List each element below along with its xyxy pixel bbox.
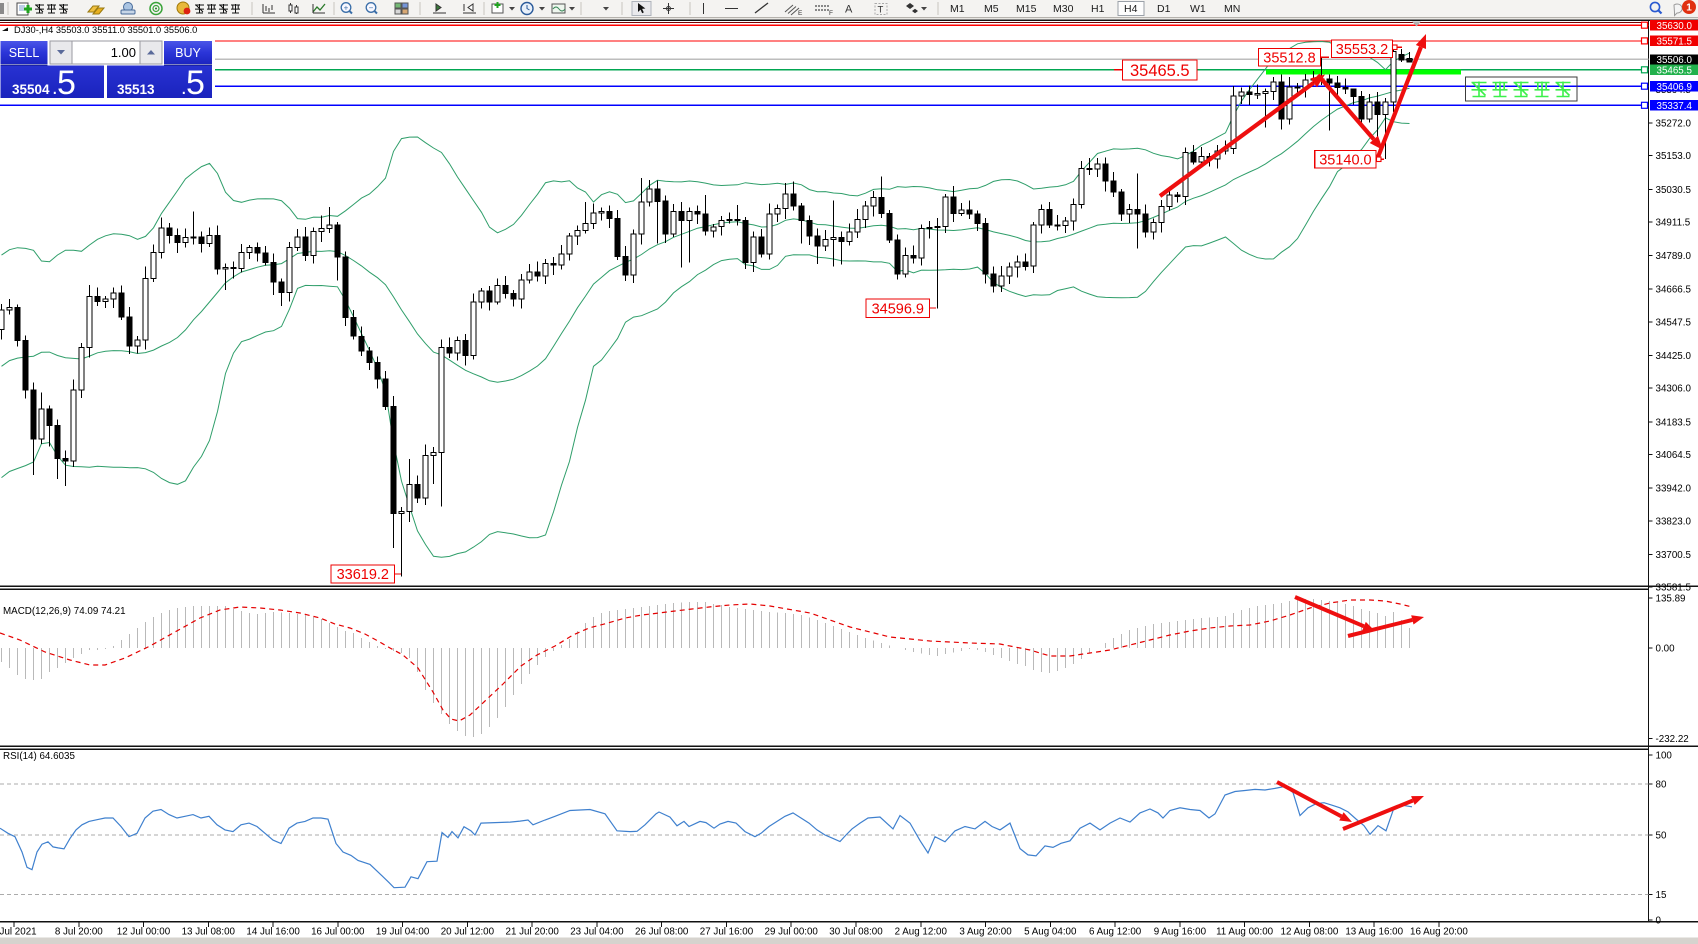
svg-text:33619.2: 33619.2: [337, 567, 389, 583]
svg-text:M30: M30: [1053, 3, 1074, 15]
svg-text:RSI(14) 64.6035: RSI(14) 64.6035: [3, 751, 75, 762]
svg-text:30 Jul 08:00: 30 Jul 08:00: [829, 927, 883, 938]
svg-text:16 Jul 00:00: 16 Jul 00:00: [311, 927, 365, 938]
svg-text:8 Jul 20:00: 8 Jul 20:00: [55, 927, 103, 938]
svg-text:100: 100: [1656, 751, 1673, 762]
svg-text:35406.9: 35406.9: [1657, 82, 1692, 93]
svg-text:MN: MN: [1224, 3, 1240, 15]
svg-text:23 Jul 04:00: 23 Jul 04:00: [570, 927, 624, 938]
svg-text:21 Jul 20:00: 21 Jul 20:00: [506, 927, 560, 938]
svg-text:+: +: [344, 3, 349, 12]
svg-text:11 Aug 00:00: 11 Aug 00:00: [1216, 927, 1274, 938]
svg-text:35030.5: 35030.5: [1656, 185, 1692, 196]
svg-text:M15: M15: [1016, 3, 1037, 15]
svg-text:34911.5: 34911.5: [1656, 218, 1691, 229]
svg-text:35512.8: 35512.8: [1263, 51, 1315, 67]
svg-text:33823.0: 33823.0: [1656, 516, 1692, 527]
svg-text:34425.0: 34425.0: [1656, 351, 1692, 362]
svg-text:W1: W1: [1190, 3, 1206, 15]
svg-text:35553.2: 35553.2: [1336, 42, 1388, 58]
svg-text:12 Jul 00:00: 12 Jul 00:00: [117, 927, 171, 938]
svg-text:13 Aug 16:00: 13 Aug 16:00: [1345, 927, 1403, 938]
svg-text:80: 80: [1656, 780, 1667, 791]
svg-text:H4: H4: [1124, 3, 1138, 15]
svg-text:35272.0: 35272.0: [1656, 119, 1692, 130]
svg-text:34183.5: 34183.5: [1656, 417, 1692, 428]
svg-text:M5: M5: [984, 3, 999, 15]
svg-text:35337.4: 35337.4: [1657, 101, 1693, 112]
svg-text:1: 1: [1686, 3, 1692, 14]
svg-text:19 Jul 04:00: 19 Jul 04:00: [376, 927, 430, 938]
svg-text:20 Jul 12:00: 20 Jul 12:00: [441, 927, 495, 938]
svg-text:35506.0: 35506.0: [1657, 55, 1693, 66]
svg-text:15: 15: [1656, 890, 1667, 901]
svg-text:BUY: BUY: [175, 46, 201, 60]
svg-text:50: 50: [1656, 831, 1667, 842]
svg-text:.: .: [181, 77, 187, 99]
svg-text:5: 5: [57, 64, 76, 102]
svg-text:T: T: [878, 5, 884, 16]
svg-text:135.89: 135.89: [1656, 594, 1686, 605]
svg-text:-232.22: -232.22: [1656, 734, 1689, 745]
svg-text:33581.5: 33581.5: [1656, 583, 1692, 594]
svg-text:F: F: [829, 10, 833, 17]
svg-text:1.00: 1.00: [111, 45, 136, 60]
svg-text:35465.5: 35465.5: [1657, 65, 1693, 76]
svg-text:35504: 35504: [12, 82, 50, 97]
svg-text:35630.0: 35630.0: [1657, 21, 1693, 32]
svg-text:13 Jul 08:00: 13 Jul 08:00: [182, 927, 236, 938]
svg-text:M1: M1: [950, 3, 965, 15]
svg-text:34666.5: 34666.5: [1656, 285, 1692, 296]
svg-text:33700.5: 33700.5: [1656, 550, 1692, 561]
svg-text:27 Jul 16:00: 27 Jul 16:00: [700, 927, 754, 938]
svg-text:0.00: 0.00: [1656, 644, 1676, 655]
svg-text:6 Aug 12:00: 6 Aug 12:00: [1089, 927, 1142, 938]
svg-text:D1: D1: [1157, 3, 1171, 15]
svg-text:DJ30-,H4 35503.0 35511.0 3550: DJ30-,H4 35503.0 35511.0 35501.0 35506.0: [14, 25, 197, 35]
svg-text:35153.0: 35153.0: [1656, 151, 1692, 162]
svg-text:5: 5: [186, 64, 205, 102]
svg-text:MACD(12,26,9) 74.09 74.21: MACD(12,26,9) 74.09 74.21: [3, 606, 126, 617]
svg-text:35513: 35513: [117, 82, 155, 97]
svg-text:34547.5: 34547.5: [1656, 317, 1692, 328]
svg-text:−: −: [369, 3, 374, 12]
svg-text:0: 0: [1656, 916, 1662, 927]
svg-text:34596.9: 34596.9: [872, 302, 924, 318]
svg-text:16 Aug 20:00: 16 Aug 20:00: [1410, 927, 1468, 938]
svg-text:2 Aug 12:00: 2 Aug 12:00: [895, 927, 948, 938]
svg-text:H1: H1: [1091, 3, 1105, 15]
svg-text:7 Jul 2021: 7 Jul 2021: [0, 927, 37, 938]
svg-text:26 Jul 08:00: 26 Jul 08:00: [635, 927, 689, 938]
svg-text:A: A: [845, 4, 853, 16]
svg-text:E: E: [798, 10, 803, 17]
svg-text:14 Jul 16:00: 14 Jul 16:00: [246, 927, 300, 938]
svg-text:34789.0: 34789.0: [1656, 251, 1692, 262]
svg-text:35140.0: 35140.0: [1319, 153, 1371, 169]
svg-text:.: .: [52, 77, 58, 99]
svg-text:3 Aug 20:00: 3 Aug 20:00: [959, 927, 1012, 938]
svg-text:SELL: SELL: [9, 46, 40, 60]
svg-text:34306.0: 34306.0: [1656, 384, 1692, 395]
svg-text:33942.0: 33942.0: [1656, 484, 1692, 495]
svg-text:35465.5: 35465.5: [1130, 62, 1190, 80]
svg-text:35571.5: 35571.5: [1657, 37, 1693, 48]
svg-text:29 Jul 00:00: 29 Jul 00:00: [765, 927, 819, 938]
svg-text:5 Aug 04:00: 5 Aug 04:00: [1024, 927, 1077, 938]
svg-text:12 Aug 08:00: 12 Aug 08:00: [1281, 927, 1339, 938]
svg-text:9 Aug 16:00: 9 Aug 16:00: [1154, 927, 1207, 938]
svg-text:34064.5: 34064.5: [1656, 450, 1692, 461]
